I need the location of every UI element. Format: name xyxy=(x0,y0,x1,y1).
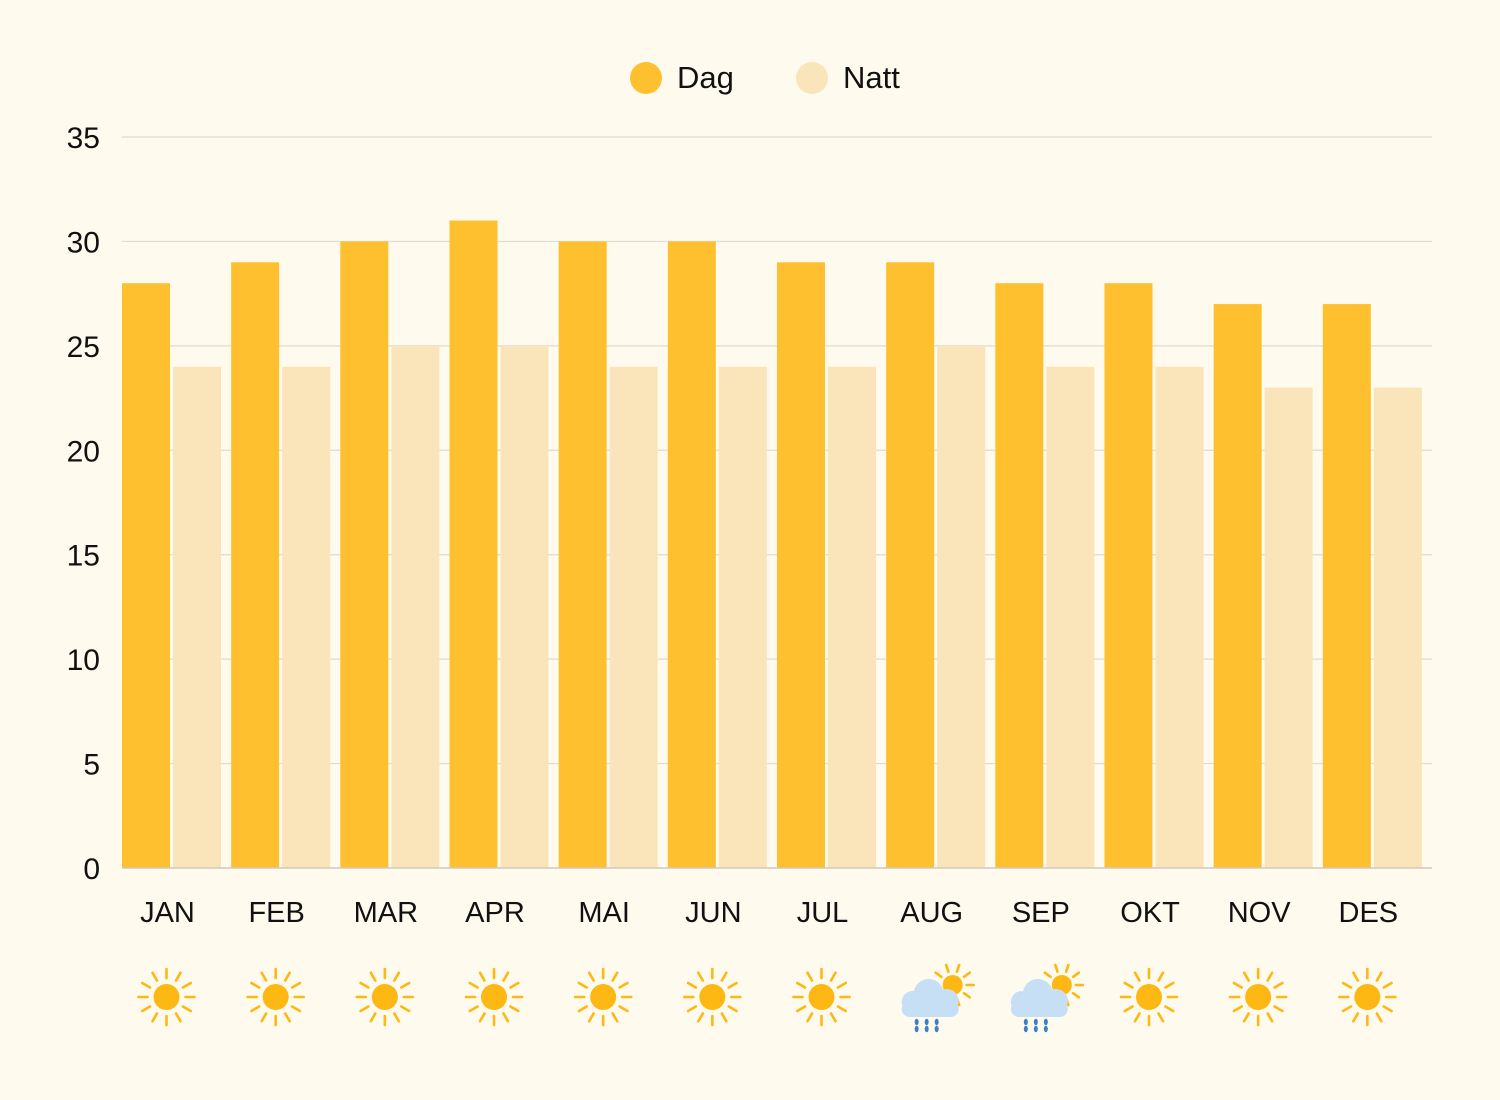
x-tick-label-jun: JUN xyxy=(685,897,741,929)
bar-dag-okt xyxy=(1104,283,1153,868)
bar-natt-jan xyxy=(173,366,221,868)
sun-icon xyxy=(792,967,851,1027)
bar-natt-nov xyxy=(1264,387,1313,868)
bar-dag-des xyxy=(1322,304,1371,869)
sun-icon xyxy=(246,967,305,1027)
bar-natt-feb xyxy=(282,366,331,868)
y-tick-label: 30 xyxy=(67,226,100,259)
bar-dag-jun xyxy=(667,241,716,868)
x-tick-label-jul: JUL xyxy=(797,897,849,929)
x-tick-label-jan: JAN xyxy=(140,897,195,929)
legend-label-natt: Natt xyxy=(843,60,900,95)
bar-dag-feb xyxy=(231,262,280,868)
sun-icon xyxy=(464,967,524,1027)
x-tick-label-okt: OKT xyxy=(1120,897,1180,929)
sun-icon xyxy=(1119,967,1179,1027)
bar-dag-nov xyxy=(1213,304,1262,869)
sun-icon xyxy=(355,967,415,1027)
legend-marker-dag xyxy=(630,62,662,94)
bar-dag-aug xyxy=(886,262,935,868)
y-tick-label: 25 xyxy=(67,331,100,364)
x-tick-label-feb: FEB xyxy=(248,897,304,929)
bar-dag-mar xyxy=(340,241,389,868)
legend-marker-natt xyxy=(796,62,828,94)
bar-dag-jan xyxy=(122,283,170,868)
bar-natt-des xyxy=(1373,387,1422,868)
x-tick-label-mar: MAR xyxy=(354,897,418,929)
rain-cloud-sun-icon xyxy=(901,963,975,1033)
bar-natt-okt xyxy=(1155,366,1204,868)
sun-icon xyxy=(1338,967,1397,1027)
bar-dag-sep xyxy=(995,283,1044,868)
sun-icon xyxy=(683,967,742,1027)
x-tick-label-nov: NOV xyxy=(1228,897,1292,929)
bar-natt-apr xyxy=(500,345,549,868)
bar-natt-mai xyxy=(609,366,658,868)
x-tick-label-aug: AUG xyxy=(900,897,963,929)
y-tick-label: 5 xyxy=(83,749,100,782)
bar-natt-jul xyxy=(828,366,876,868)
bar-dag-apr xyxy=(449,220,498,869)
sun-icon xyxy=(573,967,633,1027)
y-tick-label: 35 xyxy=(67,122,100,155)
sun-icon xyxy=(137,967,196,1027)
x-tick-label-mai: MAI xyxy=(578,897,630,929)
y-tick-label: 10 xyxy=(67,644,100,677)
legend-label-dag: Dag xyxy=(677,60,734,95)
rain-cloud-sun-icon xyxy=(1010,963,1085,1033)
bar-dag-mai xyxy=(558,241,607,868)
y-tick-label: 15 xyxy=(67,540,100,573)
x-tick-label-sep: SEP xyxy=(1012,897,1070,929)
bar-natt-aug xyxy=(937,345,986,868)
y-tick-label: 0 xyxy=(83,853,100,886)
y-tick-label: 20 xyxy=(67,435,100,468)
x-tick-label-des: DES xyxy=(1339,897,1399,929)
bar-natt-sep xyxy=(1046,366,1095,868)
bar-natt-mar xyxy=(391,345,440,868)
bar-dag-jul xyxy=(777,262,825,868)
bar-natt-jun xyxy=(718,366,767,868)
sun-icon xyxy=(1228,967,1288,1027)
x-tick-label-apr: APR xyxy=(465,897,525,929)
